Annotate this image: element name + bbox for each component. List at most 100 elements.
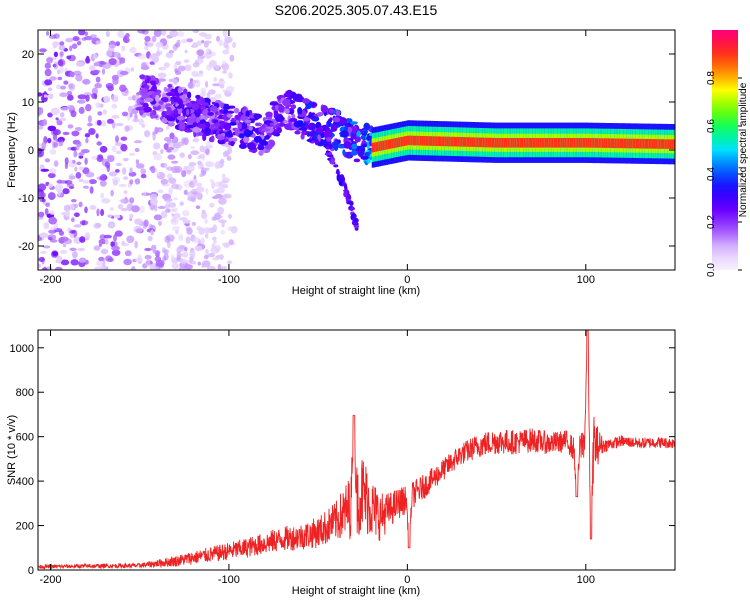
spectrogram-cell — [151, 35, 157, 43]
spectrogram-cell — [188, 154, 192, 160]
spectrogram-cell — [320, 105, 328, 113]
spectrogram-cell — [47, 112, 53, 118]
colorbar-tick-label: 0.6 — [706, 119, 717, 133]
spectrogram-cell — [95, 40, 102, 45]
spectrogram-cell — [87, 115, 92, 123]
spectrogram-cell — [170, 89, 177, 93]
spectrogram-cell — [99, 175, 103, 181]
x-tick-label: -100 — [218, 274, 240, 286]
spectrogram-cell — [530, 138, 533, 148]
spectrogram-cell — [200, 237, 205, 245]
spectrogram-cell — [38, 257, 45, 262]
spectrogram-cell — [164, 235, 171, 243]
spectrogram-cell — [186, 124, 196, 129]
spectrogram-cell — [601, 138, 604, 148]
spectrogram-cell — [101, 198, 111, 204]
spectrogram-cell — [646, 139, 649, 149]
spectrogram-cell — [569, 138, 572, 148]
spectrogram-cell — [46, 266, 53, 270]
spectrogram-cell — [80, 149, 90, 154]
y-tick-label: 800 — [16, 387, 34, 399]
spectrogram-cell — [43, 136, 48, 144]
spectrogram-cell — [195, 182, 203, 187]
spectrogram-cell — [39, 232, 49, 239]
spectrogram-cell — [393, 138, 396, 149]
spectrogram-cell — [69, 45, 73, 52]
spectrogram-cell — [226, 37, 232, 44]
spectrogram-cell — [241, 121, 248, 130]
spectrogram-cell — [210, 123, 215, 130]
spectrogram-cell — [77, 40, 82, 46]
spectrogram-cell — [115, 163, 123, 166]
spectrogram-cell — [363, 122, 371, 131]
spectrogram-cell — [325, 145, 331, 150]
spectrogram-cell — [139, 74, 146, 80]
spectrogram-cell — [120, 136, 128, 141]
spectrogram-cell — [72, 159, 76, 164]
spectrogram-cell — [184, 49, 188, 54]
spectrogram-cell — [453, 136, 456, 147]
spectrogram-cell — [156, 172, 160, 177]
spectrogram-cell — [178, 266, 186, 270]
spectrogram-cell — [100, 61, 107, 65]
spectrogram-cell — [79, 236, 86, 243]
spectrogram-cell — [39, 48, 47, 53]
spectrogram-cell — [651, 139, 654, 149]
spectrogram-cell — [43, 222, 50, 230]
spectrogram-cell — [187, 81, 195, 89]
spectrogram-cell — [503, 138, 506, 148]
spectrogram-cell — [113, 51, 120, 58]
spectrogram-cell — [277, 104, 285, 113]
spectrogram-cell — [92, 40, 96, 45]
spectrogram-cell — [382, 140, 385, 151]
spectrogram-cell — [212, 224, 218, 233]
spectrogram-cell — [350, 134, 357, 140]
spectrogram-cell — [120, 143, 128, 152]
spectrogram-cell — [105, 31, 111, 37]
spectrogram-cell — [434, 136, 437, 146]
spectrogram-cell — [176, 247, 180, 254]
spectrogram-cell — [78, 106, 85, 115]
spectrogram-cell — [197, 192, 203, 201]
spectrogram-cell — [166, 116, 176, 122]
spectrogram-cell — [528, 138, 531, 148]
spectrogram-cell — [212, 257, 220, 261]
spectrogram-cell — [669, 139, 672, 149]
spectrogram-cell — [153, 142, 161, 150]
spectrogram-cell — [612, 138, 615, 148]
spectrogram-cell — [443, 136, 446, 147]
spectrogram-cell — [149, 80, 157, 86]
spectrogram-cell — [191, 126, 201, 133]
spectrogram-cell — [190, 150, 200, 156]
spectrogram-cell — [329, 117, 333, 123]
spectrogram-cell — [217, 206, 225, 215]
spectrogram-cell — [56, 84, 61, 90]
spectrogram-cell — [229, 54, 235, 62]
snr-panel: -200 -100 0 100 0 200 400 600 800 1000 Height of… — [6, 329, 676, 597]
spectrogram-cell — [639, 138, 642, 149]
spectrogram-cell — [63, 204, 71, 212]
spectrogram-cell — [41, 141, 47, 149]
spectrogram-cell — [63, 80, 69, 85]
spectrogram-cell — [218, 181, 224, 188]
spectrogram-cell — [69, 71, 75, 78]
spectrogram-cell — [169, 30, 179, 38]
spectrogram-cell — [175, 61, 182, 66]
spectrogram-cell — [163, 198, 173, 202]
spectrogram-cell — [89, 186, 94, 194]
spectrogram-cell — [151, 244, 157, 252]
spectrogram-cell — [153, 214, 163, 221]
spectrogram-cell — [596, 138, 599, 148]
spectrogram-cell — [221, 242, 231, 247]
spectrogram-cell — [129, 179, 134, 185]
snr-x-label: Height of straight line (km) — [292, 585, 420, 597]
spectrogram-cell — [444, 136, 447, 147]
spectrogram-cell — [232, 42, 237, 49]
y-tick-label: 10 — [22, 97, 34, 109]
spectrogram-cell — [129, 46, 137, 54]
x-tick-label: 0 — [404, 574, 410, 586]
spectrogram-cell — [353, 218, 358, 223]
spectrogram-cell — [180, 258, 188, 264]
y-tick-label: -10 — [18, 193, 34, 205]
spectrogram-cell — [632, 138, 635, 149]
